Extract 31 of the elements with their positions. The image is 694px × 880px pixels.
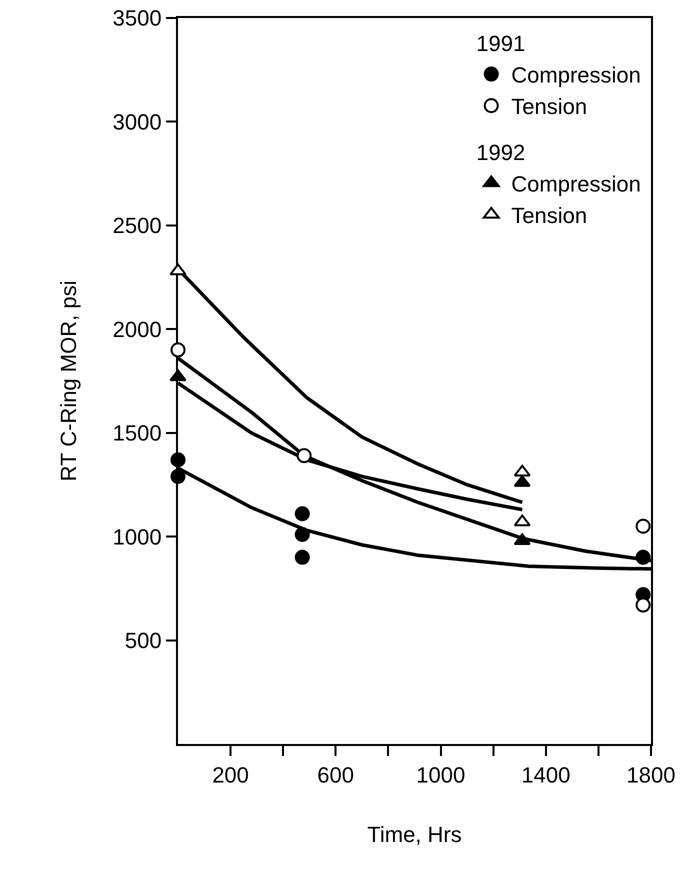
point (636, 598, 651, 613)
point (170, 452, 186, 468)
point (294, 527, 310, 542)
y-tick-label: 3000 (112, 109, 162, 134)
y-tick-label: 2500 (112, 213, 162, 238)
legend-label: Tension (511, 94, 588, 120)
y-tick-label: 2000 (112, 316, 162, 342)
point (170, 468, 186, 484)
point (294, 550, 310, 565)
x-tick-label: 1400 (521, 762, 570, 788)
y-axis-title: RT C-Ring MOR, psi (56, 280, 81, 482)
legend-label: Compression (511, 62, 641, 88)
y-tick-label: 1500 (112, 420, 162, 446)
x-tick-label: 200 (212, 762, 249, 788)
point (636, 518, 651, 534)
point (170, 342, 186, 358)
point (296, 448, 312, 464)
y-tick-label: 3500 (112, 6, 162, 31)
point (294, 506, 310, 522)
legend-label: Tension (511, 203, 588, 228)
x-tick-label: 600 (317, 762, 354, 788)
x-tick-label: 1000 (416, 762, 466, 788)
annotation: 1992 (476, 140, 526, 165)
y-tick-label: 1000 (112, 524, 162, 550)
x-axis-title: Time, Hrs (367, 822, 462, 847)
point (514, 464, 531, 477)
x-tick-label: 1800 (626, 762, 676, 788)
annotation: 1991 (476, 31, 526, 56)
y-tick-label: 500 (124, 628, 162, 653)
legend-label: Compression (511, 171, 641, 196)
point (636, 550, 651, 565)
